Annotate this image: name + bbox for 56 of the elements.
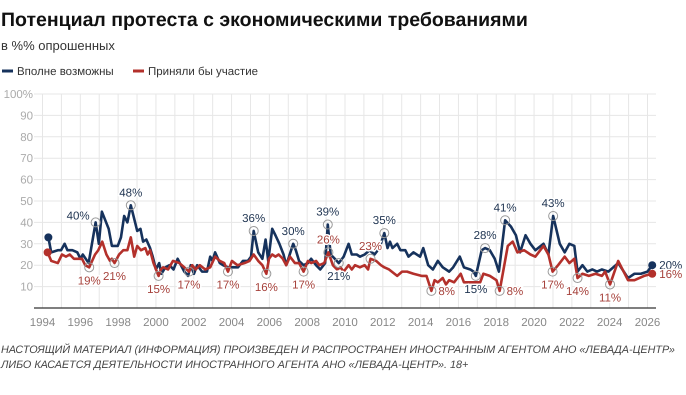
- x-tick-label: 2024: [596, 317, 624, 329]
- y-tick-label: 50: [20, 196, 33, 208]
- annotation: 21%: [103, 271, 126, 284]
- annotation: 14%: [566, 286, 590, 298]
- annotation: 8%: [506, 286, 524, 298]
- x-tick-label: 2026: [634, 317, 660, 329]
- annotation: 35%: [372, 215, 396, 228]
- y-tick-label: 30: [20, 238, 33, 251]
- y-tick-label: 40: [20, 217, 33, 230]
- y-tick-label: 80: [20, 132, 33, 144]
- x-tick-label: 1996: [68, 317, 94, 329]
- y-tick-label: 20: [20, 260, 33, 272]
- x-tick-label: 2014: [408, 317, 434, 329]
- annotation: 40%: [66, 210, 90, 222]
- annotation: 8%: [438, 286, 456, 298]
- annotation: 21%: [327, 271, 350, 284]
- annotation: 11%: [598, 292, 622, 304]
- annotation: 17%: [541, 280, 564, 292]
- x-tick-label: 2020: [521, 317, 547, 329]
- annotation: 16%: [659, 268, 682, 281]
- annotation: 41%: [494, 202, 517, 214]
- chart-title: Потенциал протеста с экономическими требованиями: [1, 9, 528, 31]
- x-tick-label: 2018: [483, 317, 510, 329]
- x-tick-label: 2008: [294, 317, 320, 329]
- y-tick-label: 70: [20, 153, 33, 166]
- x-tick-label: 2016: [446, 317, 472, 329]
- annotation: 17%: [216, 280, 240, 292]
- annotation: 17%: [178, 280, 201, 292]
- legend-label: Приняли бы участие: [148, 66, 258, 78]
- y-tick-label: 60: [20, 174, 33, 187]
- annotation: 30%: [282, 226, 305, 238]
- chart-subtitle: в %% опрошенных: [1, 38, 116, 53]
- annotation: 15%: [464, 284, 488, 296]
- y-tick-label: 100%: [4, 89, 33, 101]
- x-tick-label: 2010: [332, 317, 358, 329]
- x-tick-label: 2002: [180, 317, 207, 329]
- x-tick-label: 2000: [143, 317, 169, 329]
- x-tick-label: 2004: [218, 317, 245, 329]
- text: НАСТОЯЩИЙ МАТЕРИАЛ (ИНФОРМАЦИЯ) ПРОИЗВЕДЕН И РАСПРОСТРАНЕН ИНОСТРАННЫМ АГЕНТОМ АНО «ЛЕВАДА-ЦЕНТР» ЛИБО КАСАЕТСЯ ДЕЯТЕЛЬНОСТИ ИНОСТРАННОГО АГЕНТА АНО «ЛЕВАДА-ЦЕНТР». 18+: [0, 343, 675, 371]
- annotation: 17%: [292, 280, 316, 292]
- y-tick-label: 10: [20, 282, 33, 294]
- x-tick-label: 1998: [105, 317, 131, 329]
- annotation: 43%: [542, 198, 565, 210]
- annotation: 39%: [316, 206, 340, 219]
- x-tick-label: 2012: [370, 317, 396, 329]
- annotation: 19%: [78, 275, 101, 288]
- annotation: 15%: [147, 284, 170, 296]
- x-tick-label: 2022: [559, 317, 585, 329]
- annotation: 48%: [119, 187, 142, 200]
- annotation: 16%: [254, 282, 278, 294]
- annotation: 28%: [474, 230, 497, 242]
- y-tick-label: 90: [20, 110, 33, 122]
- annotation: 36%: [242, 212, 266, 225]
- legend-label: Вполне возможны: [17, 66, 114, 78]
- x-tick-label: 1994: [30, 317, 56, 329]
- x-tick-label: 2006: [256, 317, 282, 329]
